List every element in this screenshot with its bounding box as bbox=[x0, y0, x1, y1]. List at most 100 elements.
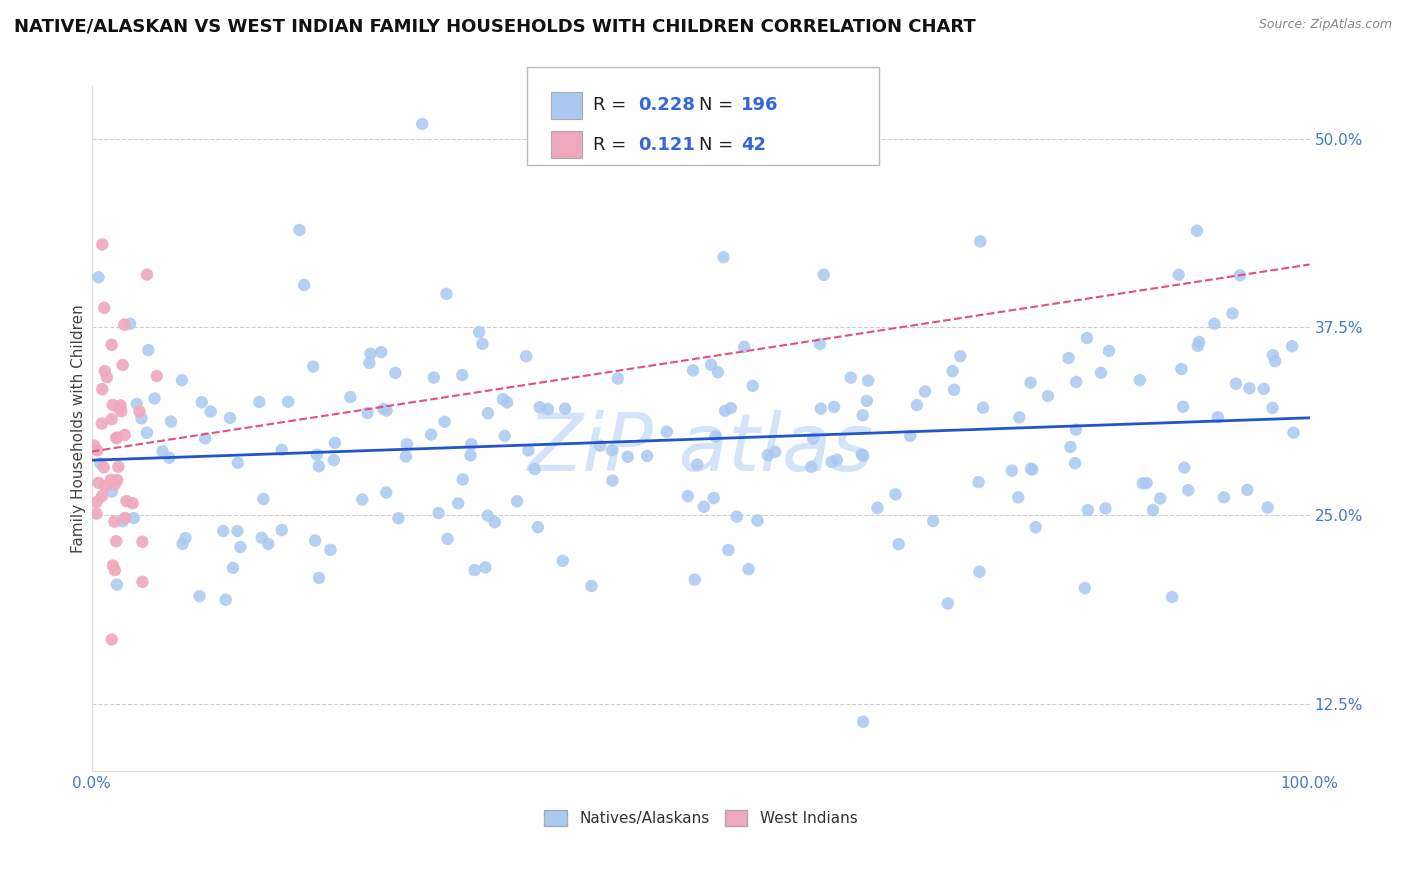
Point bbox=[515, 349, 537, 363]
Point bbox=[250, 531, 273, 545]
Point bbox=[1135, 476, 1157, 491]
Point bbox=[527, 520, 550, 534]
Point bbox=[969, 565, 991, 579]
Point bbox=[114, 428, 136, 442]
Point bbox=[359, 356, 381, 370]
Point bbox=[756, 448, 779, 462]
Point bbox=[305, 448, 328, 462]
Point bbox=[370, 345, 392, 359]
Point bbox=[1019, 376, 1042, 390]
Point bbox=[101, 558, 124, 573]
Point bbox=[606, 371, 628, 385]
Point bbox=[1090, 366, 1112, 380]
Point bbox=[737, 562, 759, 576]
Point bbox=[143, 392, 166, 406]
Point bbox=[145, 369, 167, 384]
Point bbox=[733, 340, 755, 354]
Point bbox=[451, 473, 474, 487]
Point bbox=[359, 347, 381, 361]
Point bbox=[110, 404, 132, 418]
Point bbox=[494, 429, 516, 443]
Legend: Natives/Alaskans, West Indians: Natives/Alaskans, West Indians bbox=[537, 804, 863, 832]
Point bbox=[100, 632, 122, 647]
Point bbox=[131, 574, 153, 589]
Point bbox=[172, 537, 194, 551]
Point bbox=[1212, 491, 1234, 505]
Text: 196: 196 bbox=[741, 96, 779, 114]
Point bbox=[683, 573, 706, 587]
Point bbox=[943, 383, 966, 397]
Point bbox=[352, 492, 374, 507]
Text: 0.121: 0.121 bbox=[638, 136, 695, 153]
Point bbox=[484, 515, 506, 529]
Point bbox=[375, 403, 398, 417]
Point bbox=[87, 270, 110, 285]
Point bbox=[856, 374, 879, 388]
Point bbox=[107, 459, 129, 474]
Point bbox=[1167, 268, 1189, 282]
Point bbox=[229, 540, 252, 554]
Point bbox=[83, 439, 105, 453]
Point bbox=[174, 531, 197, 545]
Point bbox=[200, 404, 222, 418]
Point bbox=[105, 431, 128, 445]
Text: R =: R = bbox=[593, 96, 633, 114]
Point bbox=[855, 393, 877, 408]
Point bbox=[1206, 410, 1229, 425]
Point bbox=[105, 473, 128, 487]
Point bbox=[194, 431, 217, 445]
Point bbox=[468, 325, 491, 339]
Point bbox=[717, 543, 740, 558]
Point bbox=[226, 524, 249, 538]
Point bbox=[411, 117, 433, 131]
Text: 42: 42 bbox=[741, 136, 766, 153]
Point bbox=[741, 378, 763, 392]
Point bbox=[852, 449, 875, 463]
Point bbox=[304, 533, 326, 548]
Point bbox=[474, 560, 496, 574]
Point bbox=[423, 370, 446, 384]
Point bbox=[823, 400, 845, 414]
Point bbox=[387, 511, 409, 525]
Point bbox=[492, 392, 515, 407]
Point bbox=[477, 406, 499, 420]
Point bbox=[600, 443, 623, 458]
Point bbox=[852, 409, 875, 423]
Point bbox=[693, 500, 716, 514]
Point bbox=[884, 487, 907, 501]
Point bbox=[704, 430, 727, 444]
Point bbox=[949, 349, 972, 363]
Point bbox=[219, 411, 242, 425]
Point bbox=[1036, 389, 1059, 403]
Point bbox=[105, 577, 128, 591]
Point bbox=[339, 390, 361, 404]
Point bbox=[813, 268, 835, 282]
Point bbox=[1253, 382, 1275, 396]
Point bbox=[1236, 483, 1258, 497]
Point bbox=[1019, 461, 1042, 475]
Point bbox=[554, 401, 576, 416]
Point bbox=[91, 382, 114, 396]
Point bbox=[170, 373, 193, 387]
Point bbox=[104, 563, 127, 577]
Point bbox=[93, 301, 115, 315]
Point bbox=[1229, 268, 1251, 283]
Point bbox=[86, 507, 108, 521]
Point bbox=[1173, 460, 1195, 475]
Point bbox=[1025, 520, 1047, 534]
Point bbox=[460, 437, 482, 451]
Point bbox=[112, 318, 135, 332]
Point bbox=[125, 397, 148, 411]
Point bbox=[103, 515, 125, 529]
Point bbox=[914, 384, 936, 399]
Point bbox=[1007, 491, 1029, 505]
Point bbox=[517, 443, 540, 458]
Point bbox=[302, 359, 325, 374]
Point bbox=[270, 523, 292, 537]
Text: NATIVE/ALASKAN VS WEST INDIAN FAMILY HOUSEHOLDS WITH CHILDREN CORRELATION CHART: NATIVE/ALASKAN VS WEST INDIAN FAMILY HOU… bbox=[14, 18, 976, 36]
Point bbox=[121, 496, 143, 510]
Point bbox=[384, 366, 406, 380]
Point bbox=[703, 491, 725, 505]
Point bbox=[212, 524, 235, 538]
Point bbox=[714, 404, 737, 418]
